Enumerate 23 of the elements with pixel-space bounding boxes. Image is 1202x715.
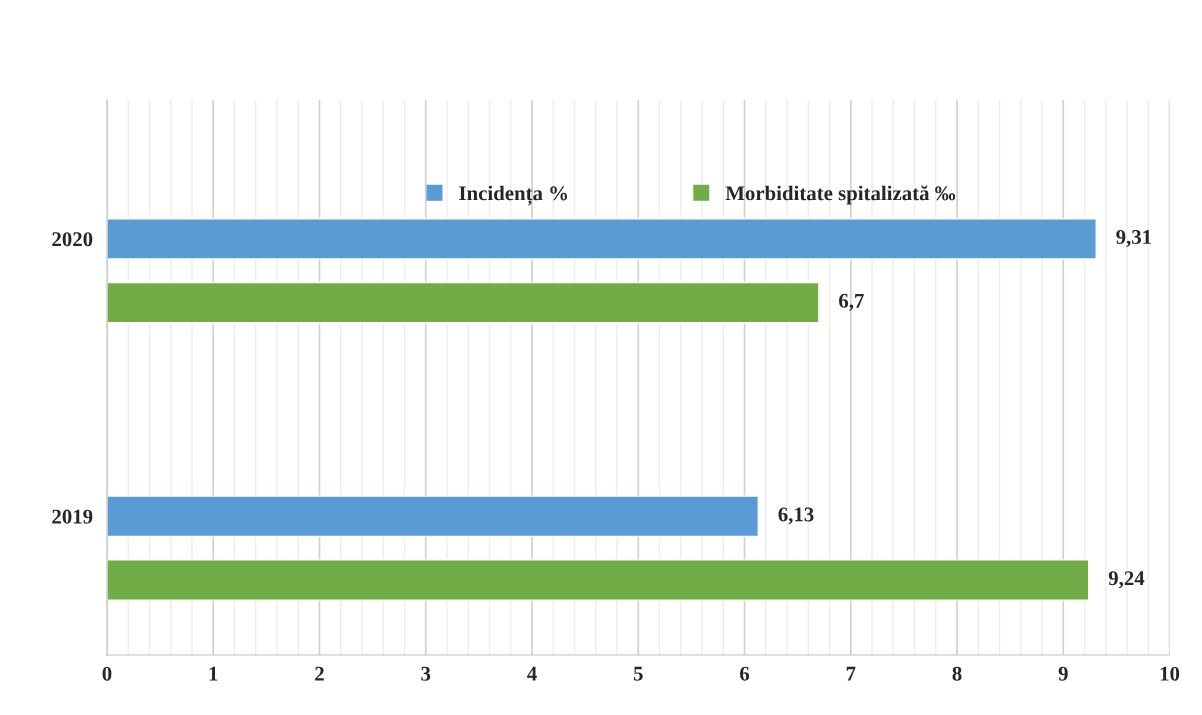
data-label: 6,13	[778, 507, 814, 525]
bar	[106, 281, 820, 324]
x-tick-label: 8	[952, 666, 962, 681]
x-tick-label: 4	[527, 666, 537, 681]
data-label: 9,24	[1108, 571, 1145, 589]
bar	[106, 559, 1090, 601]
legend-label: Morbiditate spitalizată ‰	[725, 185, 956, 205]
bar	[106, 495, 760, 538]
y-tick-label: 2020	[52, 232, 93, 247]
data-label: 9,31	[1116, 230, 1152, 248]
x-tick-label: 9	[1058, 666, 1068, 681]
x-tick-label: 3	[421, 666, 431, 681]
x-tick-label: 2	[315, 666, 324, 681]
x-tick-label: 0	[102, 666, 112, 681]
x-tick-label: 10	[1160, 666, 1180, 681]
x-tick-label: 5	[633, 666, 643, 681]
data-label: 6,7	[839, 293, 864, 311]
legend-label: Incidența %	[459, 185, 568, 206]
x-tick-label: 7	[846, 666, 856, 681]
x-tick-label: 1	[209, 666, 218, 681]
bar	[106, 218, 1097, 260]
x-tick-label: 6	[740, 666, 750, 681]
y-tick-label: 2019	[52, 509, 93, 524]
